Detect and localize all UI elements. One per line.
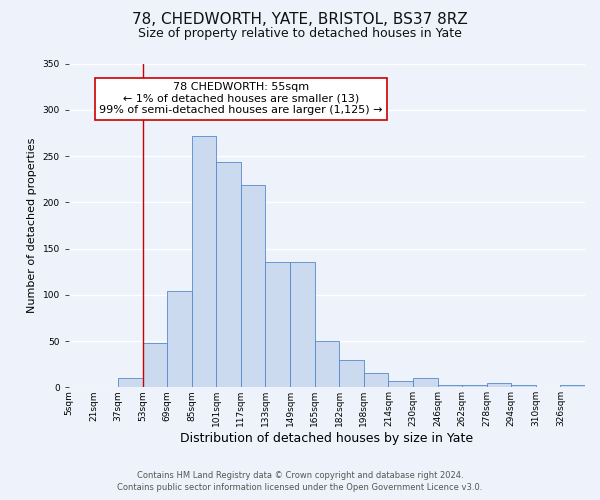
Bar <box>339 360 364 388</box>
Bar <box>167 291 192 388</box>
Bar <box>560 384 585 388</box>
Bar <box>413 378 437 388</box>
Bar <box>217 162 241 388</box>
Bar <box>314 341 339 388</box>
Bar <box>192 136 217 388</box>
Text: Contains HM Land Registry data © Crown copyright and database right 2024.
Contai: Contains HM Land Registry data © Crown c… <box>118 471 482 492</box>
Bar <box>388 381 413 388</box>
Bar <box>462 386 487 388</box>
Y-axis label: Number of detached properties: Number of detached properties <box>27 138 37 313</box>
Bar <box>118 378 143 388</box>
Text: 78 CHEDWORTH: 55sqm
← 1% of detached houses are smaller (13)
99% of semi-detache: 78 CHEDWORTH: 55sqm ← 1% of detached hou… <box>99 82 383 115</box>
Bar <box>241 184 265 388</box>
Bar <box>290 262 314 388</box>
Bar <box>265 262 290 388</box>
Bar <box>511 386 536 388</box>
Bar <box>437 384 462 388</box>
X-axis label: Distribution of detached houses by size in Yate: Distribution of detached houses by size … <box>181 432 473 445</box>
Bar <box>143 343 167 388</box>
Bar <box>487 382 511 388</box>
Text: 78, CHEDWORTH, YATE, BRISTOL, BS37 8RZ: 78, CHEDWORTH, YATE, BRISTOL, BS37 8RZ <box>132 12 468 28</box>
Bar <box>364 374 388 388</box>
Text: Size of property relative to detached houses in Yate: Size of property relative to detached ho… <box>138 28 462 40</box>
